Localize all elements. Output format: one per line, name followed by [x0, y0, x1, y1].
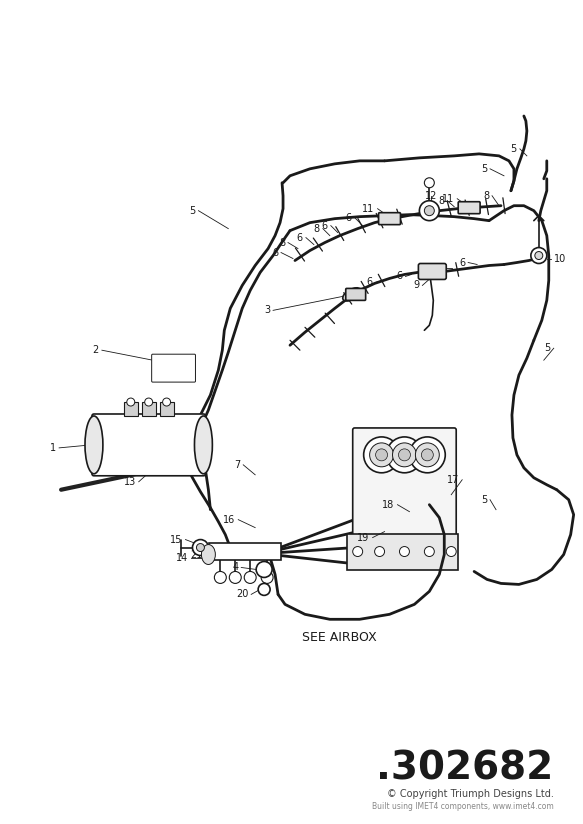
Circle shape — [419, 201, 440, 221]
Text: 8: 8 — [438, 196, 444, 206]
Bar — [124, 402, 138, 416]
Ellipse shape — [85, 416, 103, 474]
Circle shape — [163, 398, 171, 406]
Text: 2: 2 — [93, 345, 99, 355]
Circle shape — [416, 442, 440, 467]
Text: 8: 8 — [314, 223, 320, 234]
Circle shape — [446, 546, 456, 556]
FancyBboxPatch shape — [347, 534, 458, 570]
Circle shape — [364, 437, 399, 473]
FancyBboxPatch shape — [458, 202, 480, 213]
Text: 6: 6 — [272, 247, 278, 258]
Text: 6: 6 — [346, 213, 352, 222]
Text: 14: 14 — [176, 553, 188, 563]
Text: 5: 5 — [545, 344, 551, 353]
Ellipse shape — [343, 288, 361, 301]
Text: 6: 6 — [396, 271, 402, 282]
Text: 11: 11 — [363, 204, 375, 213]
Text: 18: 18 — [382, 499, 395, 510]
Circle shape — [422, 449, 433, 461]
Text: 12: 12 — [425, 190, 437, 201]
Circle shape — [424, 546, 434, 556]
Text: SEE AIRBOX: SEE AIRBOX — [303, 630, 377, 644]
Text: 1: 1 — [50, 442, 56, 453]
Circle shape — [229, 572, 241, 583]
Circle shape — [215, 572, 226, 583]
Text: 6: 6 — [433, 264, 440, 274]
FancyBboxPatch shape — [353, 428, 456, 541]
Text: 9: 9 — [413, 280, 419, 290]
Text: 17: 17 — [447, 475, 459, 485]
FancyBboxPatch shape — [152, 354, 195, 382]
Text: © Copyright Triumph Designs Ltd.: © Copyright Triumph Designs Ltd. — [387, 789, 554, 798]
FancyBboxPatch shape — [346, 288, 366, 301]
Text: 5: 5 — [189, 206, 195, 216]
Text: 5: 5 — [481, 494, 487, 505]
Text: 8: 8 — [279, 237, 285, 247]
Ellipse shape — [202, 545, 215, 564]
Text: 6: 6 — [367, 278, 373, 288]
Text: 15: 15 — [170, 535, 182, 545]
Text: 3: 3 — [264, 306, 270, 316]
Text: 4: 4 — [232, 563, 238, 573]
Circle shape — [244, 572, 256, 583]
Bar — [160, 402, 174, 416]
Circle shape — [531, 247, 547, 264]
FancyBboxPatch shape — [92, 414, 205, 475]
Text: 20: 20 — [236, 589, 248, 599]
Circle shape — [145, 398, 153, 406]
Text: 5: 5 — [511, 144, 517, 154]
Circle shape — [375, 546, 385, 556]
Text: 6: 6 — [459, 258, 465, 268]
Ellipse shape — [195, 416, 212, 474]
FancyBboxPatch shape — [419, 264, 446, 279]
Text: 16: 16 — [223, 515, 236, 525]
Text: 21: 21 — [190, 550, 202, 559]
Circle shape — [409, 437, 445, 473]
Circle shape — [261, 572, 273, 583]
Circle shape — [258, 583, 270, 596]
Circle shape — [399, 546, 409, 556]
Circle shape — [127, 398, 135, 406]
Circle shape — [387, 437, 422, 473]
Circle shape — [399, 449, 410, 461]
Circle shape — [370, 442, 394, 467]
Circle shape — [424, 206, 434, 216]
Text: 19: 19 — [357, 532, 370, 542]
Bar — [142, 402, 156, 416]
Text: 6: 6 — [297, 232, 303, 242]
Text: 6: 6 — [322, 221, 328, 231]
Text: 10: 10 — [554, 254, 566, 264]
Text: .302682: .302682 — [377, 750, 554, 788]
FancyBboxPatch shape — [378, 213, 401, 225]
Circle shape — [392, 442, 416, 467]
Circle shape — [535, 251, 543, 260]
Text: 13: 13 — [124, 477, 136, 487]
Circle shape — [192, 540, 208, 555]
Text: 5: 5 — [481, 164, 487, 174]
Circle shape — [256, 561, 272, 578]
Circle shape — [375, 449, 388, 461]
Text: 7: 7 — [234, 460, 240, 470]
Circle shape — [424, 178, 434, 188]
Text: 8: 8 — [483, 190, 489, 201]
Text: Built using IMET4 components, www.imet4.com: Built using IMET4 components, www.imet4.… — [372, 803, 554, 811]
Text: 11: 11 — [442, 194, 454, 204]
FancyBboxPatch shape — [209, 542, 281, 560]
Circle shape — [353, 546, 363, 556]
Circle shape — [196, 544, 205, 551]
